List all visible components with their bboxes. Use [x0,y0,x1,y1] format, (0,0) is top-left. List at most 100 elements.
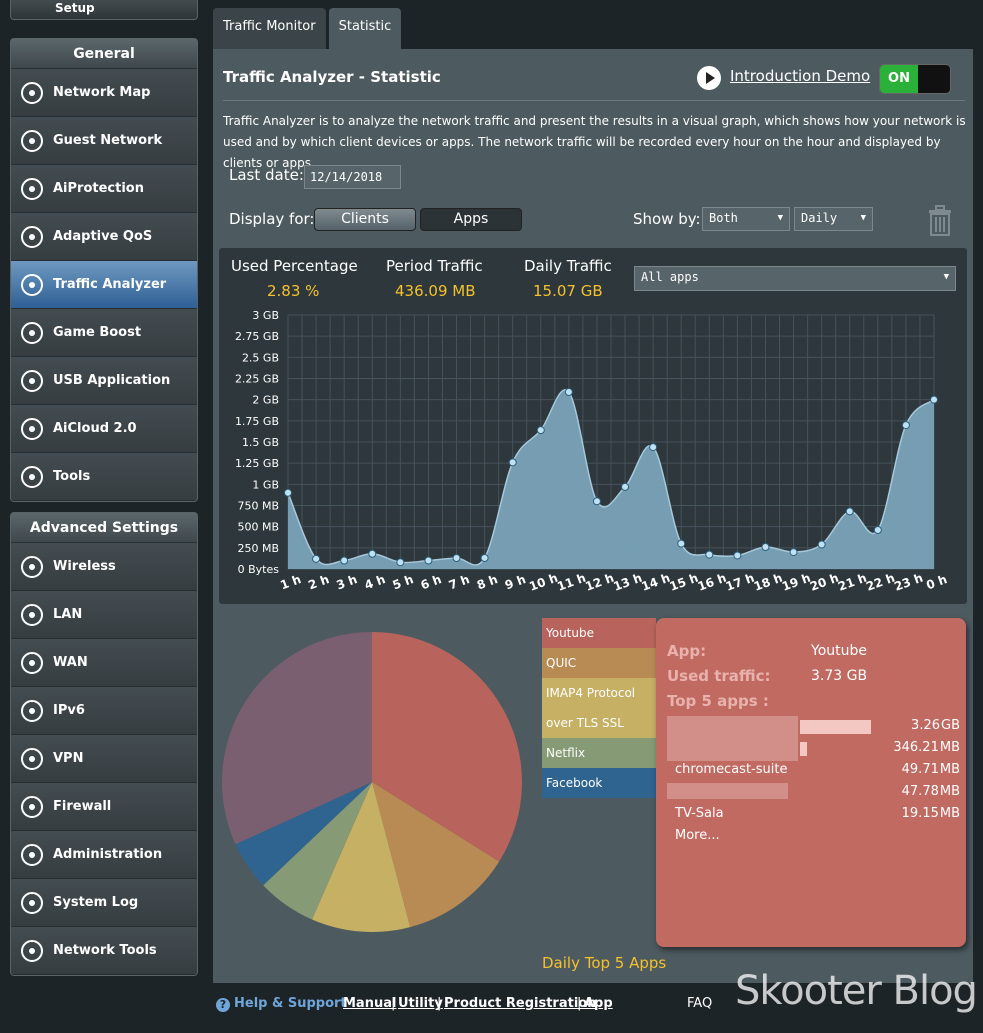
advanced-menu: Advanced Settings Wireless LAN WAN IPv6 VPN F… [10,512,198,976]
guest-network-icon [17,126,47,156]
sidebar-item-tools[interactable]: Tools [11,453,197,501]
top-app-row[interactable]: 3.26GB [656,716,966,738]
tab-bar: Traffic Monitor Statistic [213,8,402,49]
top-app-row[interactable]: TV-Sala 19.15MB [656,804,966,826]
sidebar-setup[interactable]: Setup [10,0,198,20]
sidebar-item-administration[interactable]: Administration [11,831,197,879]
trash-icon[interactable] [925,203,955,237]
sidebar-item-aiprotection[interactable]: AiProtection [11,165,197,213]
app-filter-select[interactable]: All apps ▼ [634,266,956,291]
y-tick-label: 1.25 GB [235,457,279,470]
traffic-size-number: 49.71 [901,762,939,777]
client-name: chromecast-suite [675,762,788,777]
network-map-icon [17,78,47,108]
pie-slice[interactable] [372,782,500,928]
tab-statistic[interactable]: Statistic [328,8,402,49]
sidebar-item-vpn[interactable]: VPN [11,735,197,783]
used-percentage-value: 2.83 % [267,282,320,300]
product-registration-link[interactable]: Product Registration [444,996,597,1011]
faq-link[interactable]: FAQ [687,996,713,1011]
period-select[interactable]: Daily ▼ [794,207,873,231]
sidebar-item-system-log[interactable]: System Log [11,879,197,927]
sidebar-item-label: Adaptive QoS [53,229,153,244]
sidebar-item-network-map[interactable]: Network Map [11,69,197,117]
data-point [761,542,770,551]
legend-item[interactable]: IMAP4 Protocol [542,678,656,708]
introduction-demo-link[interactable]: Introduction Demo [730,67,871,85]
sidebar-item-label: Traffic Analyzer [53,277,167,292]
play-icon[interactable] [697,66,721,90]
sidebar-item-label: WAN [53,655,88,670]
data-point [312,554,321,563]
aiprotection-icon [17,174,47,204]
sidebar-item-firewall[interactable]: Firewall [11,783,197,831]
sidebar-item-lan[interactable]: LAN [11,591,197,639]
pie-slice[interactable] [235,782,372,886]
legend-item[interactable]: over TLS SSL [542,708,656,738]
traffic-analyzer-icon [17,270,47,300]
general-menu: General Network Map Guest Network AiProtec… [10,38,198,502]
sidebar-item-wireless[interactable]: Wireless [11,543,197,591]
utility-link[interactable]: Utility [398,996,443,1011]
y-tick-label: 1.5 GB [242,436,279,449]
apps-button[interactable]: Apps [420,208,522,231]
system-log-icon [17,888,47,918]
data-point [480,553,489,562]
sidebar-item-label: Wireless [53,559,116,574]
x-tick-label: 4 h [363,572,388,592]
legend-item[interactable]: Facebook [542,768,656,798]
x-tick-label: 9 h [503,572,528,592]
top-app-row[interactable]: 47.78MB [656,782,966,804]
sidebar-item-aicloud[interactable]: AiCloud 2.0 [11,405,197,453]
traffic-size-unit: GB [941,718,960,733]
app-detail-panel: App: Youtube Used traffic: 3.73 GB Top 5… [656,618,966,947]
data-point [396,558,405,567]
sidebar-item-label: VPN [53,751,84,766]
traffic-size-number: 19.15 [901,806,939,821]
legend-item[interactable]: Youtube [542,618,656,648]
traffic-analyzer-toggle[interactable]: ON [879,64,951,94]
manual-link[interactable]: Manual [343,996,397,1011]
x-tick-label: 11 h [555,571,587,594]
legend-item[interactable]: Netflix [542,738,656,768]
last-date-input[interactable]: 12/14/2018 [304,165,401,189]
help-icon: ? [216,998,230,1012]
traffic-area-chart: 0 Bytes 250 MB 500 MB 750 MB 1 GB 1.25 GB 1.5 … [235,309,949,594]
sidebar-item-label: LAN [53,607,83,622]
sidebar-item-ipv6[interactable]: IPv6 [11,687,197,735]
tab-traffic-monitor[interactable]: Traffic Monitor [213,8,326,49]
clients-button[interactable]: Clients [314,208,416,231]
sidebar-item-usb-application[interactable]: USB Application [11,357,197,405]
sidebar-item-network-tools[interactable]: Network Tools [11,927,197,975]
x-tick-label: 0 h [924,572,949,592]
top-app-row[interactable]: chromecast-suite 49.71MB [656,760,966,782]
show-by-label: Show by: [633,210,701,228]
app-link[interactable]: App [584,996,613,1011]
x-tick-label: 5 h [391,572,416,592]
sidebar-item-traffic-analyzer[interactable]: Traffic Analyzer [11,261,197,309]
administration-icon [17,840,47,870]
redacted-client-name [667,716,798,761]
sidebar-item-wan[interactable]: WAN [11,639,197,687]
sidebar-item-label: Tools [53,469,91,484]
traffic-size: 19.15MB [902,806,960,821]
sidebar-item-adaptive-qos[interactable]: Adaptive QoS [11,213,197,261]
data-point [705,550,714,559]
data-point [845,507,854,516]
sidebar-item-label: Network Map [53,85,151,100]
legend-item[interactable]: QUIC [542,648,656,678]
usage-bar [800,720,872,734]
sidebar-item-guest-network[interactable]: Guest Network [11,117,197,165]
more-link[interactable]: More... [675,828,720,843]
help-support-link[interactable]: Help & Support [234,996,347,1011]
top-app-row[interactable]: 346.21MB [656,738,966,760]
direction-select[interactable]: Both ▼ [702,207,790,231]
pie-slice[interactable] [263,782,372,920]
y-tick-label: 250 MB [237,542,279,555]
pie-slice[interactable] [372,632,522,862]
pie-slice[interactable] [221,632,372,845]
pie-slice[interactable] [312,782,411,932]
traffic-size: 49.71MB [902,762,960,777]
traffic-size-number: 3.26 [911,718,940,733]
sidebar-item-game-boost[interactable]: Game Boost [11,309,197,357]
